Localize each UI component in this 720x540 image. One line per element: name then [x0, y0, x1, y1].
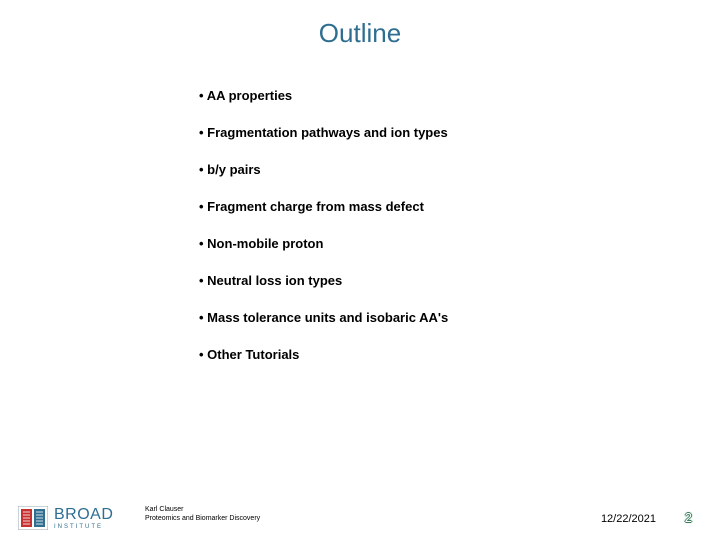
bullet-item: Non-mobile proton: [199, 236, 619, 251]
bullet-item: Fragmentation pathways and ion types: [199, 125, 619, 140]
bullet-item: Other Tutorials: [199, 347, 619, 362]
slide-title: Outline: [0, 18, 720, 49]
author-name: Karl Clauser: [145, 506, 260, 514]
bullet-item: b/y pairs: [199, 162, 619, 177]
logo: BROAD INSTITUTE: [18, 506, 113, 530]
author-block: Karl Clauser Proteomics and Biomarker Di…: [145, 506, 260, 523]
logo-mark-icon: [18, 506, 48, 530]
logo-text-block: BROAD INSTITUTE: [54, 506, 113, 530]
footer: BROAD INSTITUTE Karl Clauser Proteomics …: [0, 498, 720, 540]
bullet-item: Mass tolerance units and isobaric AA's: [199, 310, 619, 325]
logo-subtext: INSTITUTE: [54, 524, 113, 530]
bullet-list: AA properties Fragmentation pathways and…: [199, 88, 619, 384]
bullet-item: Fragment charge from mass defect: [199, 199, 619, 214]
page-number: 2: [685, 510, 692, 525]
logo-text: BROAD: [54, 506, 113, 524]
bullet-item: AA properties: [199, 88, 619, 103]
bullet-item: Neutral loss ion types: [199, 273, 619, 288]
slide-date: 12/22/2021: [601, 513, 656, 525]
author-affiliation: Proteomics and Biomarker Discovery: [145, 515, 260, 523]
slide: Outline AA properties Fragmentation path…: [0, 0, 720, 540]
